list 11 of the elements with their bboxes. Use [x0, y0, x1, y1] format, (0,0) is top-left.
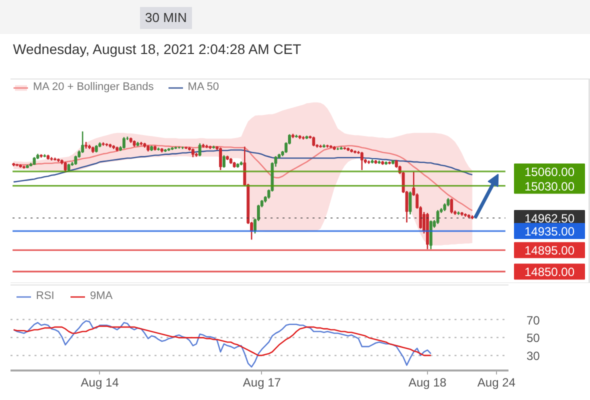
x-tick-label: Aug 14 [80, 376, 120, 390]
y-tick-label: 70 [526, 313, 540, 328]
legend-label: RSI [36, 290, 56, 302]
y-tick-label: 50 [526, 331, 540, 346]
y-tick-label: 30 [526, 348, 540, 363]
legend-label: 9MA [90, 290, 113, 302]
line-series [12, 326, 432, 356]
x-tick-label: Aug 17 [242, 376, 282, 390]
line-series [12, 320, 432, 368]
x-tick-label: Aug 18 [408, 376, 447, 390]
x-tick-label: Aug 24 [477, 376, 516, 390]
